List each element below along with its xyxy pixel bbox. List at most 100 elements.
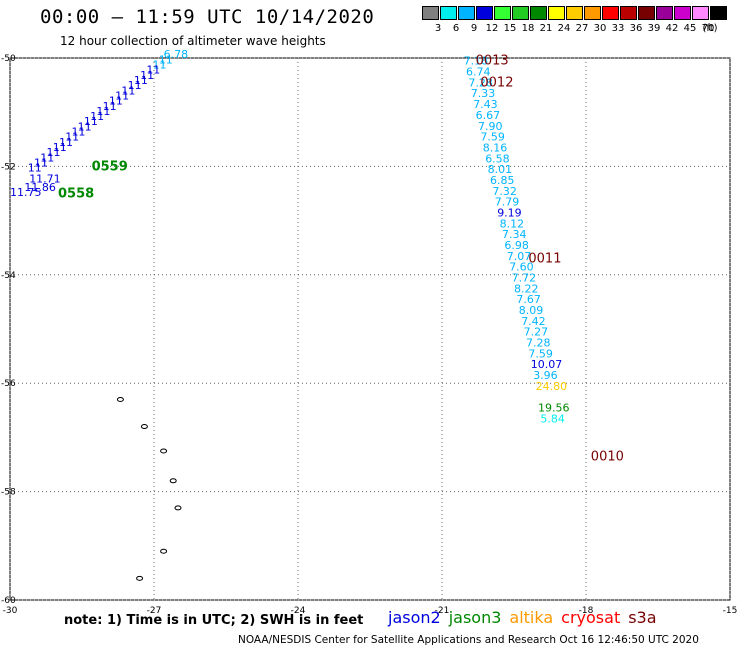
swh-value-label: 7.90 — [478, 120, 503, 133]
color-scale-unit: (ft) — [702, 23, 718, 34]
swh-value-label: 7.18 — [464, 55, 489, 68]
swh-value-label: 7.59 — [528, 347, 553, 360]
color-scale-swatch — [602, 6, 619, 20]
swh-value-label: 7.28 — [526, 337, 551, 350]
color-scale-swatch — [548, 6, 565, 20]
swh-value-label: 11 — [115, 89, 129, 102]
units-note: note: 1) Time is in UTC; 2) SWH is in fe… — [64, 613, 364, 628]
swh-value-label: 11 — [153, 59, 167, 72]
color-scale-label: 18 — [521, 23, 535, 34]
swh-value-label: 11 — [128, 79, 142, 92]
island-outline — [174, 505, 182, 511]
swh-value-label: 11 — [140, 69, 154, 82]
time-label: 0011 — [528, 252, 561, 267]
latitude-tick-label: -58 — [1, 488, 16, 498]
swh-value-label: 11.75 — [10, 186, 42, 199]
swh-value-label: 11 — [59, 136, 73, 149]
color-scale-swatch — [440, 6, 457, 20]
swh-value-label: 7.42 — [521, 315, 546, 328]
swh-value-label: 7.59 — [480, 131, 505, 144]
swh-value-label: 11 — [96, 105, 110, 118]
swh-value-label: 11.86 — [24, 181, 56, 194]
swh-value-label: 6.85 — [490, 174, 515, 187]
color-scale-swatch — [566, 6, 583, 20]
swh-value-label: 11 — [159, 53, 173, 66]
color-scale-swatch — [692, 6, 709, 20]
color-scale-label: 36 — [629, 23, 643, 34]
latitude-tick-label: -52 — [1, 162, 16, 172]
color-scale-swatch — [710, 6, 727, 20]
swh-value-label: 11 — [103, 100, 117, 113]
color-scale-label: 6 — [452, 23, 460, 34]
swh-value-label: 11 — [146, 64, 160, 77]
swh-value-label: 7.72 — [512, 272, 536, 285]
swh-value-label: 7.07 — [507, 250, 532, 263]
island-outline — [169, 478, 177, 484]
swh-value-label: 11 — [65, 131, 79, 144]
swh-value-label: 9.19 — [497, 206, 522, 219]
latitude-tick-label: -54 — [1, 271, 16, 281]
time-label: 0558 — [58, 187, 94, 202]
swh-value-label: 6.98 — [504, 239, 529, 252]
swh-value-label: 11 — [46, 146, 60, 159]
island-outline — [160, 548, 168, 554]
swh-value-label: 8.01 — [488, 163, 512, 176]
longitude-tick-label: -24 — [291, 606, 306, 616]
satellite-legend-entry: altika — [509, 608, 554, 627]
swh-value-label: 10.07 — [531, 358, 563, 371]
swh-value-label: 8.22 — [514, 282, 539, 295]
latitude-tick-label: -56 — [1, 379, 16, 389]
island-outline — [116, 396, 124, 402]
color-scale-swatch — [494, 6, 511, 20]
swh-value-label: 11 — [71, 126, 85, 139]
credit-line: NOAA/NESDIS Center for Satellite Applica… — [238, 634, 699, 646]
color-scale-swatch — [530, 6, 547, 20]
color-scale-label: 15 — [503, 23, 517, 34]
color-scale-swatch — [638, 6, 655, 20]
swh-value-label: 7.27 — [524, 326, 549, 339]
swh-value-label: 8.09 — [519, 304, 544, 317]
island-outline — [136, 575, 144, 581]
swh-value-label: 11 — [34, 156, 48, 169]
chart-title: 00:00 – 11:59 UTC 10/14/2020 — [40, 6, 375, 28]
color-scale-label: 30 — [593, 23, 607, 34]
swh-value-label: 7.28 — [468, 76, 493, 89]
satellite-legend: jason2 jason3 altika cryosat s3a — [388, 608, 665, 627]
color-scale-label: 33 — [611, 23, 625, 34]
longitude-tick-label: -27 — [147, 606, 162, 616]
color-scale-label: 27 — [575, 23, 589, 34]
swh-value-label: 11 — [121, 84, 135, 97]
swh-value-label: 6.58 — [485, 152, 510, 165]
latitude-tick-label: -60 — [1, 596, 16, 606]
color-scale-swatch — [422, 6, 439, 20]
latitude-tick-label: -50 — [1, 54, 16, 64]
swh-value-label: 8.16 — [483, 141, 508, 154]
satellite-legend-entry: cryosat — [561, 608, 621, 627]
swh-value-label: 7.32 — [492, 185, 517, 198]
color-scale-label: 42 — [665, 23, 679, 34]
swh-value-label: 7.79 — [495, 196, 520, 209]
time-label: 0559 — [92, 159, 128, 174]
color-scale-swatch — [512, 6, 529, 20]
island-outline — [160, 448, 168, 454]
swh-value-label: 11 — [78, 120, 92, 133]
color-scale-label: 12 — [485, 23, 499, 34]
island-outline — [140, 424, 148, 430]
color-scale-label: 39 — [647, 23, 661, 34]
swh-value-label: 3.96 — [533, 369, 558, 382]
color-scale-swatch — [476, 6, 493, 20]
swh-value-label: 11 — [40, 151, 54, 164]
time-label: 0012 — [480, 75, 513, 90]
swh-value-label: 7.43 — [473, 98, 498, 111]
time-label: 0010 — [591, 449, 624, 464]
swh-value-label: 7.60 — [509, 261, 534, 274]
map-frame — [9, 57, 731, 601]
swh-value-label: 6.78 — [164, 48, 189, 61]
color-scale-swatch — [584, 6, 601, 20]
satellite-legend-entry: s3a — [628, 608, 657, 627]
color-scale-swatch — [674, 6, 691, 20]
swh-value-label: 11 — [28, 162, 42, 175]
longitude-tick-label: -15 — [723, 606, 738, 616]
color-scale-label: 3 — [434, 23, 442, 34]
swh-value-label: 11 — [90, 110, 104, 123]
